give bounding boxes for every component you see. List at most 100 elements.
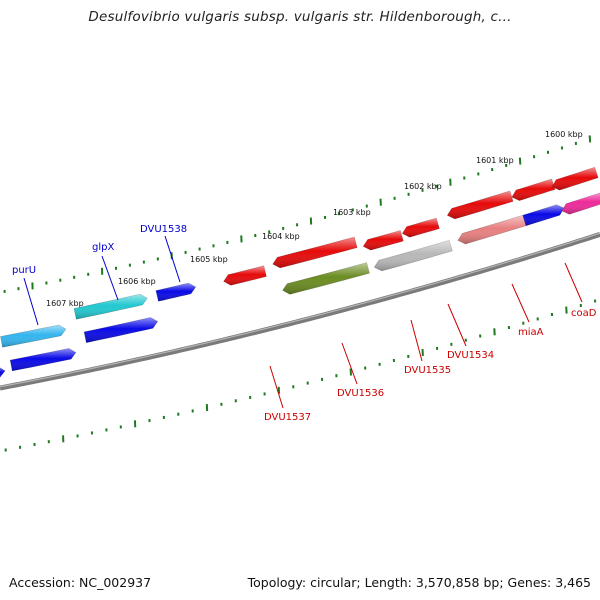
ruler-tick — [560, 146, 564, 150]
gene-arrow[interactable] — [0, 367, 6, 380]
gene-label[interactable]: DVU1536 — [337, 388, 384, 399]
gene-arrow[interactable] — [551, 166, 599, 191]
map-title: Desulfovibrio vulgaris subsp. vulgaris s… — [88, 9, 512, 25]
ruler-tick — [184, 250, 187, 254]
label-leader-line — [23, 277, 39, 326]
ruler-tick — [436, 346, 439, 350]
ruler-tick — [128, 263, 131, 267]
ruler-tick — [31, 282, 34, 290]
ruler-tick — [491, 168, 494, 172]
ruler-tick — [522, 321, 525, 325]
ruler-tick — [421, 348, 424, 356]
gene-label[interactable]: DVU1535 — [404, 365, 451, 376]
label-leader-line — [564, 262, 583, 303]
label-leader-line — [269, 365, 284, 409]
ruler-tick — [198, 247, 201, 251]
ruler-tick — [379, 198, 382, 206]
ruler-tick — [365, 204, 368, 208]
label-leader-line — [410, 319, 423, 362]
ruler-tick — [3, 289, 6, 293]
ruler-tick — [114, 266, 118, 270]
gene-label[interactable]: purU — [12, 265, 36, 276]
gene-label[interactable]: DVU1538 — [140, 224, 187, 235]
gene-arrow[interactable] — [9, 348, 77, 372]
ruler-tick — [579, 304, 582, 308]
ruler-tick — [234, 399, 237, 403]
ruler-label: 1603 kbp — [333, 208, 371, 217]
ruler-tick — [464, 338, 467, 342]
ruler-tick — [306, 381, 309, 385]
ruler-tick — [309, 217, 313, 225]
ruler-tick — [323, 215, 327, 219]
ruler-tick — [212, 244, 215, 248]
ruler-tick — [337, 212, 340, 216]
label-leader-line — [164, 235, 181, 283]
ruler-tick — [546, 150, 550, 154]
ruler-tick — [177, 412, 180, 416]
label-leader-line — [511, 283, 530, 323]
ruler-tick — [47, 440, 50, 444]
gene-arrow[interactable] — [401, 217, 440, 238]
gene-label[interactable]: miaA — [518, 327, 544, 338]
ruler-tick — [378, 362, 381, 366]
gene-arrow[interactable] — [282, 262, 370, 295]
accession-label: Accession: NC_002937 — [9, 575, 152, 590]
label-leader-line — [101, 255, 119, 301]
ruler-tick — [364, 366, 367, 370]
ruler-tick — [226, 240, 229, 244]
ruler-tick — [119, 425, 122, 429]
gene-arrow[interactable] — [223, 265, 267, 286]
ruler-tick — [349, 368, 352, 376]
ruler-tick — [296, 223, 299, 227]
ruler-tick — [142, 260, 145, 264]
ruler-tick — [321, 377, 324, 381]
gene-arrow[interactable] — [362, 230, 404, 251]
label-leaders: purU glpX DVU1538 DVU1537 DVU1536 DVU1535 DVU1… — [12, 224, 597, 423]
ruler-tick — [45, 281, 48, 285]
gene-label[interactable]: coaD — [571, 308, 597, 319]
ruler-label: 1606 kbp — [118, 277, 156, 286]
ruler-label: 1607 kbp — [46, 299, 84, 308]
ruler-tick — [87, 272, 90, 276]
gene-arrow[interactable] — [155, 282, 197, 302]
gene-arrow[interactable] — [0, 324, 67, 348]
ruler-label: 1605 kbp — [190, 255, 228, 264]
ruler-tick — [133, 420, 137, 428]
ruler-tick — [594, 299, 597, 303]
gene-label[interactable]: DVU1534 — [447, 350, 494, 361]
ruler-tick — [477, 172, 480, 176]
gene-arrow[interactable] — [373, 240, 453, 272]
ruler-tick — [76, 434, 79, 438]
gene-arrow[interactable] — [73, 293, 148, 320]
gene-arrow[interactable] — [83, 317, 159, 344]
ruler-tick — [205, 404, 209, 412]
gene-arrow[interactable] — [446, 190, 514, 220]
ruler-tick — [33, 442, 36, 447]
ruler-tick — [263, 392, 266, 396]
gene-label[interactable]: glpX — [92, 242, 114, 253]
ruler-tick — [148, 419, 151, 423]
ruler-tick — [335, 374, 338, 378]
ruler-tick — [105, 428, 108, 432]
ruler-tick — [191, 409, 194, 413]
ruler-tick — [435, 184, 438, 188]
ruler-tick — [73, 275, 76, 279]
genome-backbone — [0, 232, 600, 391]
ruler-tick — [17, 287, 20, 291]
ruler-tick — [407, 192, 410, 196]
gene-arrow[interactable] — [272, 236, 358, 269]
ruler-tick — [249, 395, 252, 399]
ruler-tick — [351, 208, 354, 212]
gene-arrow[interactable] — [522, 204, 565, 227]
gene-arrow[interactable] — [561, 192, 600, 215]
ruler-tick — [162, 415, 165, 419]
ruler-tick — [479, 334, 482, 338]
gene-arrow[interactable] — [511, 178, 556, 201]
gene-arrow[interactable] — [457, 214, 527, 245]
ruler-tick — [156, 257, 159, 261]
ruler-tick — [550, 312, 554, 317]
ruler-tick — [407, 354, 410, 358]
gene-label[interactable]: DVU1537 — [264, 412, 311, 423]
ruler-tick — [533, 155, 536, 159]
